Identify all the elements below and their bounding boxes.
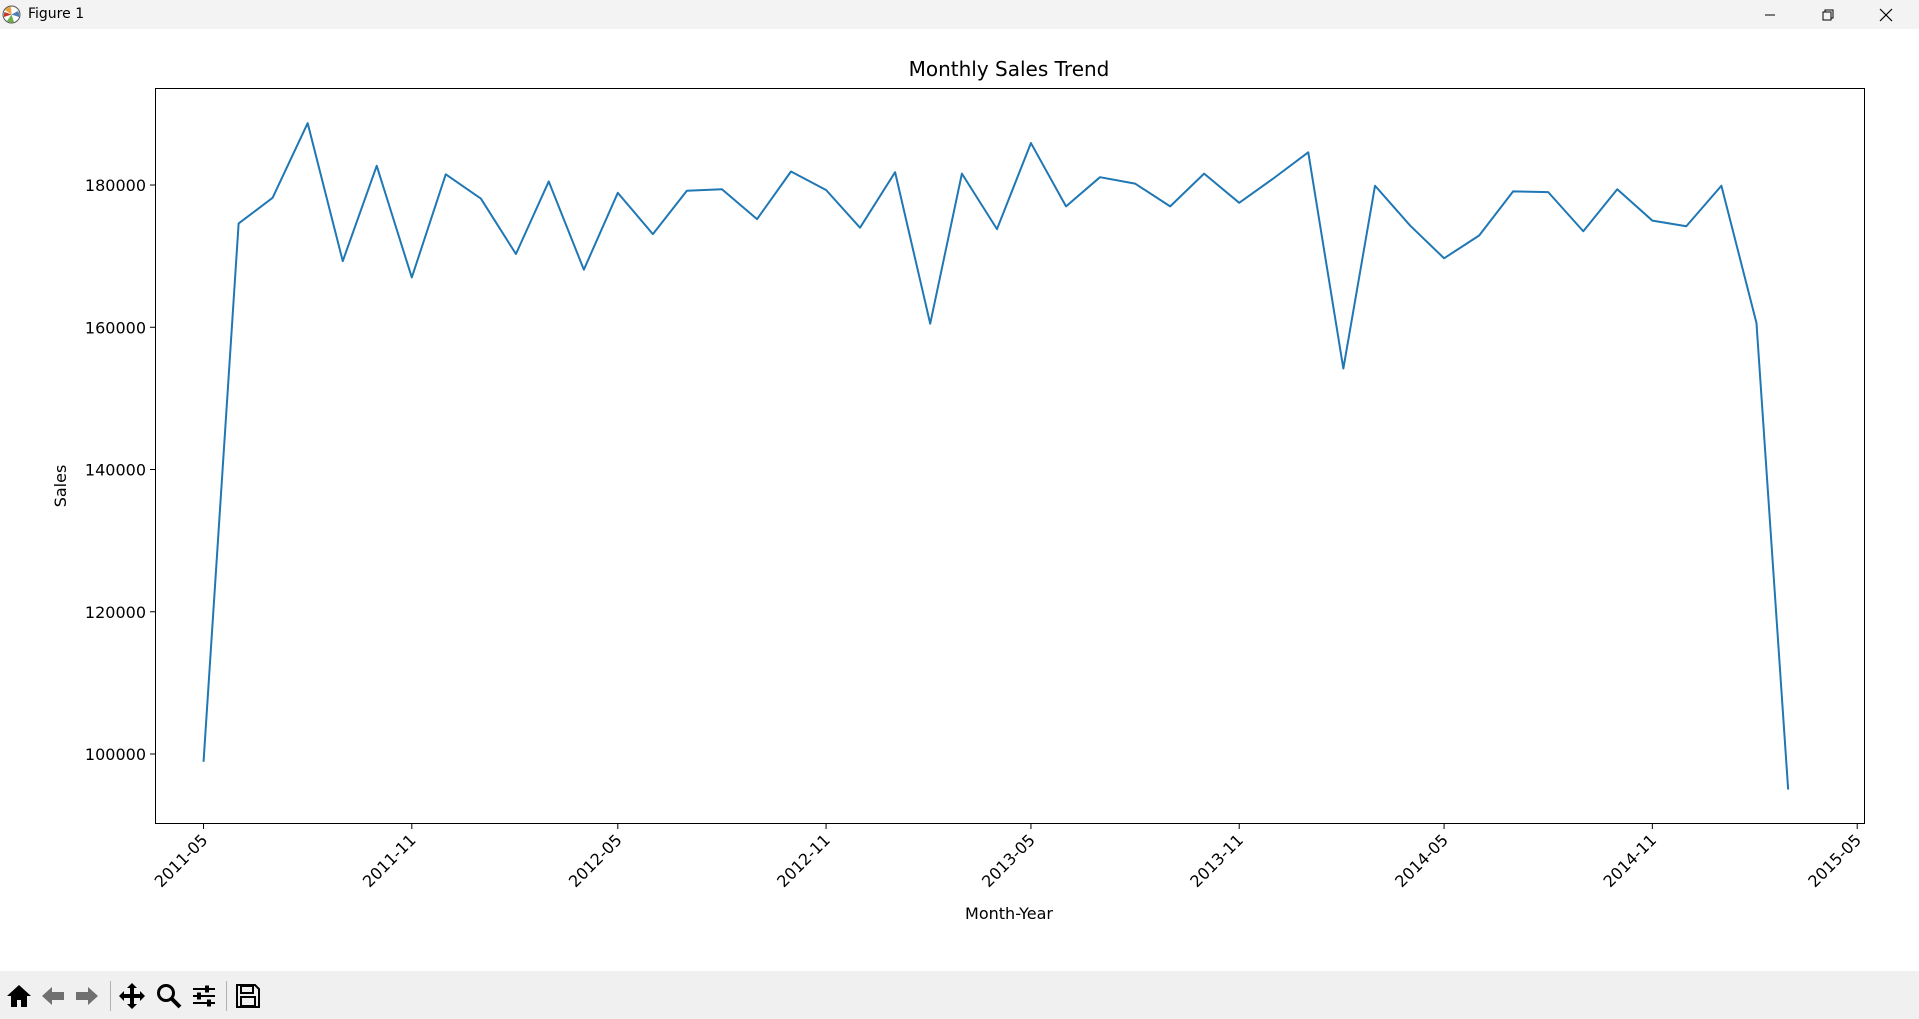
y-tick-label: 160000: [85, 318, 146, 337]
back-button[interactable]: [36, 980, 70, 1012]
window-title: Figure 1: [28, 6, 85, 22]
chart-title: Monthly Sales Trend: [909, 57, 1110, 81]
x-tick-label: 2013-05: [978, 830, 1039, 891]
y-tick-label: 180000: [85, 176, 146, 195]
title-bar: Figure 1: [0, 0, 1919, 29]
line-chart: Monthly Sales Trend Sales Month-Year 100…: [51, 57, 1865, 923]
series-group: [202, 122, 1790, 790]
configure-button[interactable]: [187, 980, 221, 1012]
back-icon: [42, 987, 64, 1005]
home-icon: [7, 985, 31, 1007]
x-tick-label: 2011-11: [359, 830, 420, 891]
save-button[interactable]: [231, 980, 265, 1012]
y-axis-label: Sales: [51, 465, 70, 508]
y-tick-label: 140000: [85, 461, 146, 480]
x-tick-label: 2015-05: [1804, 830, 1865, 891]
forward-button[interactable]: [70, 980, 104, 1012]
restore-icon: [1822, 9, 1834, 20]
home-button[interactable]: [2, 980, 36, 1012]
pan-icon: [119, 983, 145, 1009]
figure-canvas[interactable]: Monthly Sales Trend Sales Month-Year 100…: [0, 29, 1919, 971]
toolbar-separator: [110, 981, 111, 1011]
y-tick-label: 100000: [85, 745, 146, 764]
x-tick-label: 2013-11: [1186, 830, 1247, 891]
close-button[interactable]: [1857, 0, 1915, 29]
close-icon: [1879, 8, 1893, 21]
y-tick-label: 120000: [85, 603, 146, 622]
axis-ticks: 100000 120000 140000 160000 180000 2011-05 201…: [85, 176, 1865, 891]
x-tick-label: 2012-11: [773, 830, 834, 891]
pan-button[interactable]: [115, 980, 149, 1012]
x-axis-label: Month-Year: [965, 904, 1053, 923]
save-icon: [236, 984, 260, 1008]
toolbar-separator: [226, 981, 227, 1011]
forward-icon: [76, 987, 98, 1005]
sales-series-line: [202, 122, 1790, 790]
minimize-button[interactable]: [1741, 0, 1799, 29]
x-tick-label: 2011-05: [151, 830, 212, 891]
restore-button[interactable]: [1799, 0, 1857, 29]
x-tick-label: 2014-05: [1391, 830, 1452, 891]
matplotlib-app-icon: [2, 5, 21, 24]
configure-icon: [193, 985, 215, 1007]
zoom-button[interactable]: [152, 980, 186, 1012]
zoom-icon: [157, 984, 182, 1009]
navigation-toolbar: [0, 971, 1919, 1019]
x-tick-label: 2012-05: [565, 830, 626, 891]
x-tick-label: 2014-11: [1599, 830, 1660, 891]
plot-frame: [155, 88, 1865, 824]
minimize-icon: [1765, 14, 1775, 15]
